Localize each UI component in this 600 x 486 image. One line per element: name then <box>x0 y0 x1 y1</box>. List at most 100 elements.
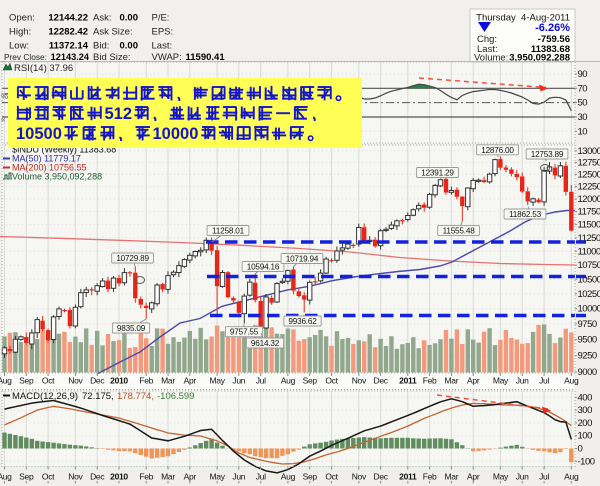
svg-text:Volume 3,950,092,288: Volume 3,950,092,288 <box>12 172 102 182</box>
svg-text:Mar: Mar <box>161 376 175 386</box>
svg-text:Sep: Sep <box>19 376 34 386</box>
svg-text:Aug: Aug <box>281 376 296 386</box>
svg-text:Dec: Dec <box>90 472 105 482</box>
svg-text:10500: 10500 <box>16 125 62 143</box>
svg-text:12143.24: 12143.24 <box>51 52 90 62</box>
svg-text:12500: 12500 <box>578 169 600 180</box>
svg-text:12000: 12000 <box>578 194 600 205</box>
svg-text:11862.53: 11862.53 <box>509 210 542 219</box>
svg-text:«: « <box>1 115 6 124</box>
svg-text:Dec: Dec <box>90 376 105 386</box>
svg-text:Aug: Aug <box>0 376 12 386</box>
svg-text:72.175,: 72.175, <box>82 391 114 402</box>
svg-text:Jul: Jul <box>256 472 266 482</box>
svg-text:Ask:: Ask: <box>93 13 111 24</box>
svg-text:10250: 10250 <box>578 289 600 300</box>
svg-text:Ask Size:: Ask Size: <box>93 27 133 38</box>
svg-text:RSI(14) 37.96: RSI(14) 37.96 <box>14 63 73 74</box>
svg-text:2010: 2010 <box>110 472 128 482</box>
svg-text:Jul: Jul <box>256 376 266 386</box>
svg-text:Feb: Feb <box>423 376 437 386</box>
svg-text:Chg:: Chg: <box>477 34 497 45</box>
svg-text:Jul: Jul <box>539 376 549 386</box>
svg-text:Apr: Apr <box>184 376 197 386</box>
svg-text:90: 90 <box>578 69 588 80</box>
svg-text:10000: 10000 <box>578 304 600 315</box>
svg-text:9835.09: 9835.09 <box>117 324 146 333</box>
svg-text:400: 400 <box>578 392 593 403</box>
svg-text:100: 100 <box>578 431 593 442</box>
svg-text:Jul: Jul <box>539 472 549 482</box>
svg-text:VWAP:: VWAP: <box>152 52 182 63</box>
svg-text:12876.00: 12876.00 <box>481 146 514 155</box>
svg-text:10719.94: 10719.94 <box>286 255 319 264</box>
svg-text:Sep: Sep <box>303 376 318 386</box>
svg-text:Last:: Last: <box>477 44 498 55</box>
svg-text:10750: 10750 <box>578 260 600 271</box>
svg-text:Feb: Feb <box>139 376 153 386</box>
svg-text:0.00: 0.00 <box>120 41 139 52</box>
svg-text:Apr: Apr <box>467 376 480 386</box>
svg-text:2010: 2010 <box>110 376 128 386</box>
svg-text:MACD(12,26,9): MACD(12,26,9) <box>12 391 78 402</box>
svg-text:12144.22: 12144.22 <box>48 13 88 24</box>
svg-text:Nov: Nov <box>68 472 83 482</box>
svg-text:178.774,: 178.774, <box>117 391 154 402</box>
svg-text:Sep: Sep <box>303 472 318 482</box>
svg-text:11590.41: 11590.41 <box>186 52 226 63</box>
svg-text:Mar: Mar <box>445 472 459 482</box>
svg-text:-100: -100 <box>578 456 595 467</box>
svg-text:-759.56: -759.56 <box>538 34 570 45</box>
svg-text:11555.48: 11555.48 <box>443 226 476 235</box>
svg-text:11258.01: 11258.01 <box>212 227 245 236</box>
svg-text:11383.68: 11383.68 <box>531 44 570 55</box>
svg-text:Prev Close:: Prev Close: <box>4 52 47 62</box>
svg-text:Dec: Dec <box>373 472 388 482</box>
svg-text:-6.26%: -6.26% <box>535 22 570 34</box>
svg-text:12753.89: 12753.89 <box>531 150 564 159</box>
svg-text:EPS:: EPS: <box>152 27 174 38</box>
svg-text:Aug: Aug <box>281 472 296 482</box>
svg-text:Mar: Mar <box>161 472 175 482</box>
svg-text:12282.42: 12282.42 <box>48 27 88 38</box>
svg-text:10594.16: 10594.16 <box>247 263 280 272</box>
svg-text:May: May <box>493 376 509 386</box>
svg-text:Jun: Jun <box>516 472 529 482</box>
svg-text:P/E:: P/E: <box>152 13 170 24</box>
svg-text:May: May <box>210 376 226 386</box>
svg-text:Bid:: Bid: <box>93 41 109 52</box>
svg-text:10729.89: 10729.89 <box>116 254 149 263</box>
svg-text:10500: 10500 <box>578 274 600 285</box>
svg-text:Bid Size:: Bid Size: <box>93 52 131 63</box>
svg-text:200: 200 <box>578 418 593 429</box>
svg-text:11000: 11000 <box>578 246 600 257</box>
svg-text:9500: 9500 <box>578 335 597 346</box>
svg-text:11372.14: 11372.14 <box>49 41 89 52</box>
svg-text:$INDU (Weekly) 11383.68: $INDU (Weekly) 11383.68 <box>12 145 116 155</box>
svg-text:12250: 12250 <box>578 182 600 193</box>
svg-text:9614.32: 9614.32 <box>251 339 280 348</box>
svg-text:12391.29: 12391.29 <box>421 169 454 178</box>
svg-text:Feb: Feb <box>139 472 153 482</box>
svg-text:9757.55: 9757.55 <box>230 328 259 337</box>
svg-text:Nov: Nov <box>352 472 367 482</box>
svg-text:9000: 9000 <box>578 367 597 378</box>
svg-text:Dec: Dec <box>373 376 388 386</box>
svg-text:2011: 2011 <box>399 376 417 386</box>
svg-text:50: 50 <box>578 98 588 109</box>
svg-text:-106.599: -106.599 <box>157 391 195 402</box>
svg-text:Oct: Oct <box>325 376 338 386</box>
svg-text:Apr: Apr <box>467 472 480 482</box>
svg-text:11500: 11500 <box>578 220 600 231</box>
svg-text:13000: 13000 <box>578 146 600 157</box>
svg-text:10: 10 <box>578 126 588 137</box>
svg-text:Volume:: Volume: <box>474 53 508 64</box>
svg-text:MA(50) 11779.17: MA(50) 11779.17 <box>12 154 81 164</box>
svg-text:11750: 11750 <box>578 207 600 218</box>
svg-text:9750: 9750 <box>578 319 597 330</box>
svg-text:MA(200) 10756.55: MA(200) 10756.55 <box>12 163 87 173</box>
svg-text:May: May <box>493 472 509 482</box>
svg-text:2011: 2011 <box>399 472 417 482</box>
svg-text:70: 70 <box>578 83 588 94</box>
svg-text:Aug: Aug <box>0 472 12 482</box>
